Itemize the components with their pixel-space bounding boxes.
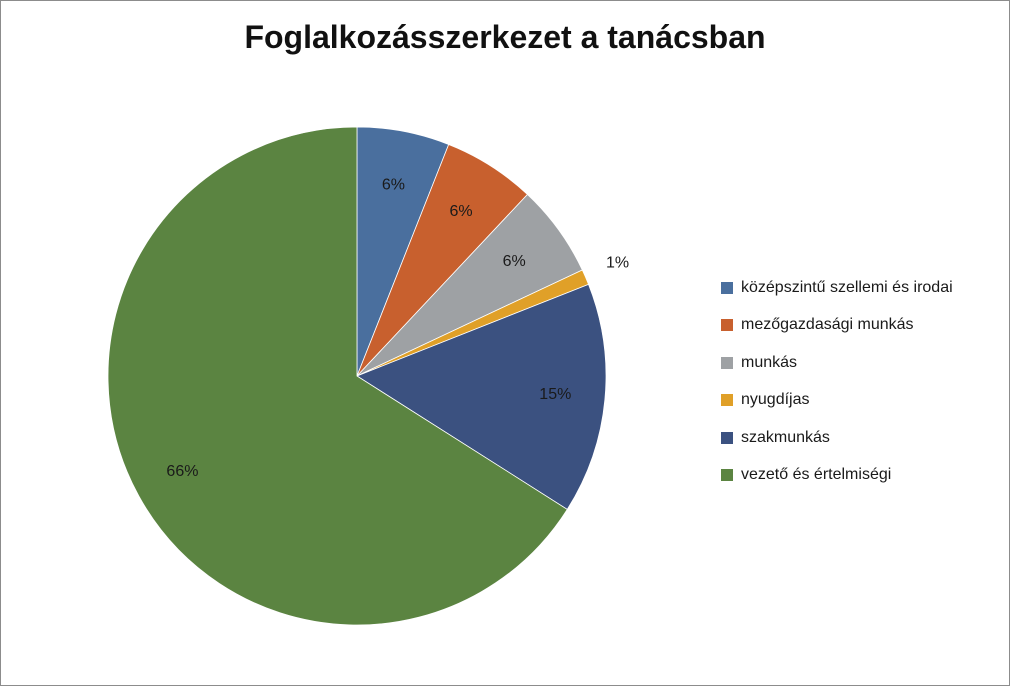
- pie-labels: 6% 6% 6% 1% 15% 66%: [166, 176, 629, 480]
- legend-item-2: munkás: [721, 344, 953, 382]
- legend-label-4: szakmunkás: [741, 428, 830, 446]
- legend-swatch-0: [721, 281, 733, 294]
- pie-slices: [107, 126, 607, 626]
- legend-swatch-5: [721, 469, 733, 482]
- chart-legend: középszintű szellemi és irodai mezőgazdas…: [721, 269, 953, 494]
- chart-title: Foglalkozásszerkezet a tanácsban: [244, 19, 766, 55]
- legend-item-3: nyugdíjas: [721, 382, 953, 420]
- pie-slice-label-3: 1%: [606, 254, 629, 271]
- pie-slice-label-2: 6%: [503, 253, 526, 270]
- legend-label-0: középszintű szellemi és irodai: [741, 278, 953, 296]
- legend-item-1: mezőgazdasági munkás: [721, 307, 953, 345]
- legend-swatch-1: [721, 319, 733, 332]
- pie-slice-label-1: 6%: [450, 203, 473, 220]
- legend-item-5: vezető és értelmiségi: [721, 457, 953, 495]
- legend-label-2: munkás: [741, 353, 798, 371]
- legend-swatch-4: [721, 431, 733, 444]
- legend-item-4: szakmunkás: [721, 419, 953, 457]
- legend-swatch-2: [721, 356, 733, 369]
- legend-item-0: középszintű szellemi és irodai: [721, 269, 953, 307]
- pie-slice-label-4: 15%: [539, 386, 571, 403]
- legend-label-3: nyugdíjas: [741, 391, 810, 409]
- legend-label-1: mezőgazdasági munkás: [741, 316, 914, 334]
- pie-slice-label-5: 66%: [166, 463, 198, 480]
- legend-swatch-3: [721, 394, 733, 407]
- pie-slice-4: [356, 283, 607, 510]
- pie-slice-5: [107, 126, 568, 626]
- legend-label-5: vezető és értelmiségi: [741, 466, 892, 484]
- pie-slice-label-0: 6%: [382, 176, 405, 193]
